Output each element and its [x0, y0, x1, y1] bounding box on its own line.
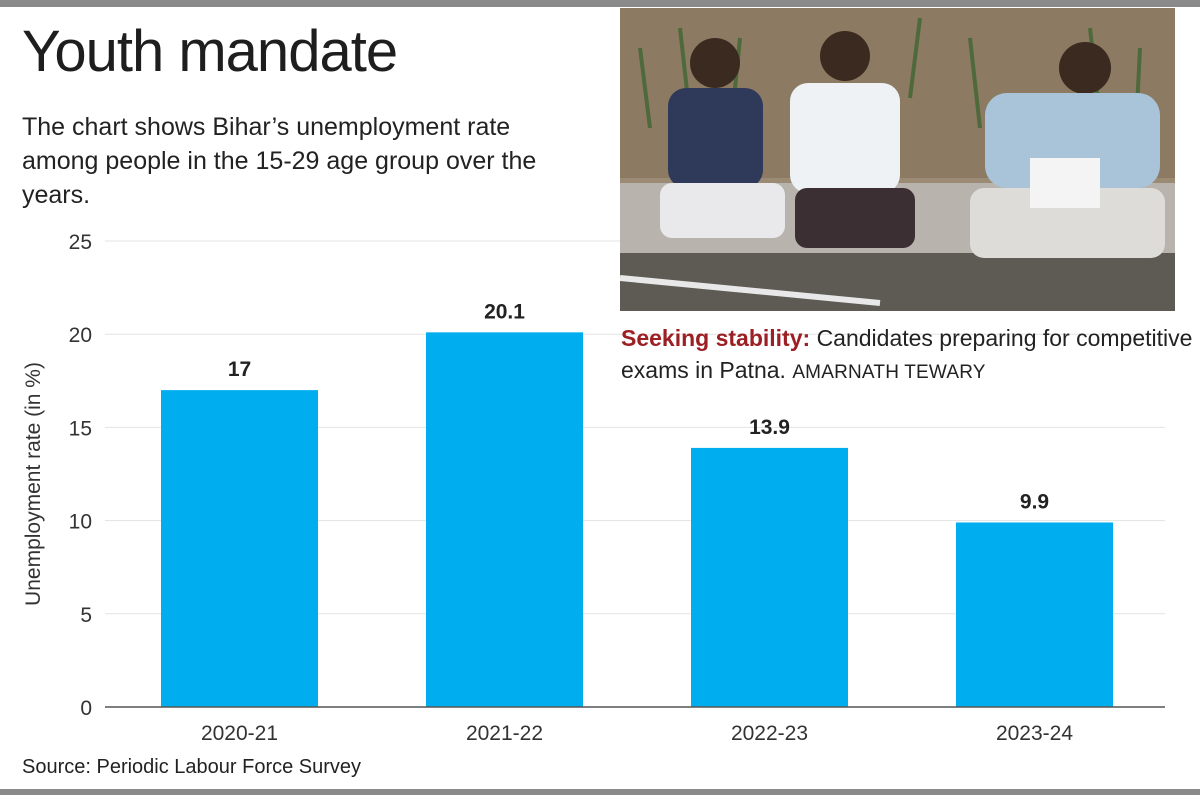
value-label: 9.9 — [1020, 490, 1049, 513]
y-axis-label: Unemployment rate (in %) — [22, 362, 45, 606]
value-label: 20.1 — [484, 300, 525, 323]
news-photo — [620, 8, 1175, 311]
y-tick-label: 0 — [80, 697, 92, 720]
bar-2022-23 — [691, 447, 848, 707]
x-tick-label: 2021-22 — [466, 722, 543, 745]
x-axis-ticks: 2020-21 2021-22 2022-23 2023-24 — [201, 722, 1073, 745]
bar-2021-22 — [426, 332, 583, 707]
y-tick-label: 20 — [69, 324, 92, 347]
value-label: 13.9 — [749, 416, 790, 439]
top-rule — [0, 0, 1200, 7]
chart-subtitle: The chart shows Bihar’s unemployment rat… — [22, 113, 537, 209]
bar-2023-24 — [956, 522, 1113, 707]
bar-2020-21 — [161, 390, 318, 707]
caption-text: Candidates preparing for competitive exa… — [621, 325, 1193, 383]
value-label: 17 — [228, 358, 251, 381]
source-note: Source: Periodic Labour Force Survey — [22, 756, 362, 778]
value-labels: 17 20.1 13.9 9.9 — [228, 300, 1049, 513]
bars — [161, 332, 1113, 707]
x-tick-label: 2020-21 — [201, 722, 278, 745]
chart-title: Youth mandate — [22, 19, 398, 84]
y-tick-label: 15 — [69, 417, 92, 440]
x-tick-label: 2022-23 — [731, 722, 808, 745]
y-axis-ticks: 0 5 10 15 20 25 — [69, 231, 92, 720]
y-tick-label: 5 — [80, 604, 92, 627]
y-tick-label: 25 — [69, 231, 92, 254]
bottom-rule — [0, 789, 1200, 795]
x-tick-label: 2023-24 — [996, 722, 1073, 745]
photo-credit: AMARNATH TEWARY — [792, 362, 986, 383]
y-tick-label: 10 — [69, 511, 92, 534]
caption-lead: Seeking stability: — [621, 325, 811, 351]
photo-illustration — [620, 8, 1175, 311]
photo-caption: Seeking stability: Candidates preparing … — [621, 322, 1196, 389]
